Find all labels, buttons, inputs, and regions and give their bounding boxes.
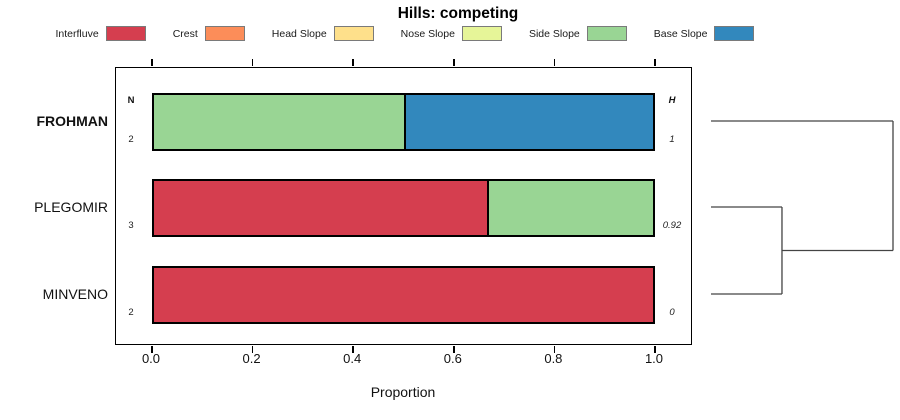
x-tick-label: 0.2	[242, 351, 261, 366]
plot-area: N H 2 1 3 0.92 2 0	[115, 59, 692, 353]
legend-swatch-interfluve	[105, 26, 146, 41]
bar-segment-side-slope	[154, 95, 404, 149]
x-axis-tick	[453, 59, 455, 66]
chart-title: Hills: competing	[397, 5, 519, 22]
legend-label: Head Slope	[271, 27, 327, 40]
legend-label: Interfluve	[55, 27, 99, 40]
h-column-header: H	[668, 95, 676, 106]
x-axis-label: Proportion	[370, 384, 436, 400]
legend-swatch-base-slope	[714, 26, 755, 41]
x-tick-label: 0.6	[443, 351, 462, 366]
row-count: 3	[128, 220, 134, 231]
x-axis-tick	[151, 59, 153, 66]
n-column-header: N	[127, 95, 135, 106]
legend-item-interfluve: Interfluve	[56, 26, 146, 41]
bar-row-minveno	[152, 266, 655, 324]
legend-item-crest: Crest	[173, 26, 245, 41]
x-axis-tick	[251, 59, 254, 66]
legend-item-head-slope: Head Slope	[272, 26, 374, 41]
x-tick-label: 1.0	[644, 351, 664, 366]
legend-swatch-head-slope	[333, 26, 374, 41]
x-tick-label: 0.0	[141, 351, 161, 366]
x-axis-tick	[654, 346, 656, 353]
x-axis-tick	[453, 346, 455, 353]
x-tick-label: 0.4	[343, 351, 362, 366]
legend-label: Base Slope	[653, 27, 708, 40]
legend-label: Nose Slope	[400, 27, 455, 40]
legend-label: Side Slope	[528, 27, 580, 40]
x-axis-tick	[553, 346, 556, 353]
legend-swatch-crest	[204, 26, 245, 41]
x-axis-tick	[654, 59, 656, 66]
row-label-frohman: FROHMAN	[36, 113, 108, 129]
legend: Interfluve Crest Head Slope Nose Slope Side …	[0, 26, 900, 41]
legend-item-side-slope: Side Slope	[529, 26, 627, 41]
bar-segment-side-slope	[486, 181, 653, 235]
legend-item-base-slope: Base Slope	[654, 26, 755, 41]
row-label-plegomir: PLEGOMIR	[34, 199, 108, 215]
x-axis-tick	[251, 346, 254, 353]
bar-segment-base-slope	[403, 95, 653, 149]
legend-label: Crest	[172, 27, 198, 40]
h-value: 0.92	[662, 220, 682, 231]
bar-segment-interfluve	[154, 181, 487, 235]
bar-row-frohman	[152, 93, 655, 151]
x-axis-tick	[352, 59, 354, 66]
legend-swatch-side-slope	[586, 26, 627, 41]
h-value: 0	[669, 307, 675, 318]
x-axis-tick	[553, 59, 556, 66]
x-axis-tick	[151, 346, 153, 353]
h-value: 1	[669, 134, 675, 145]
bar-row-plegomir	[152, 179, 655, 237]
row-label-minveno: MINVENO	[42, 286, 108, 302]
legend-item-nose-slope: Nose Slope	[401, 26, 502, 41]
legend-swatch-nose-slope	[461, 26, 502, 41]
row-count: 2	[128, 134, 134, 145]
bar-segment-interfluve	[154, 268, 653, 322]
dendrogram-lines	[711, 120, 894, 295]
x-tick-label: 0.8	[544, 351, 563, 366]
x-axis-tick	[352, 346, 354, 353]
row-count: 2	[128, 307, 134, 318]
